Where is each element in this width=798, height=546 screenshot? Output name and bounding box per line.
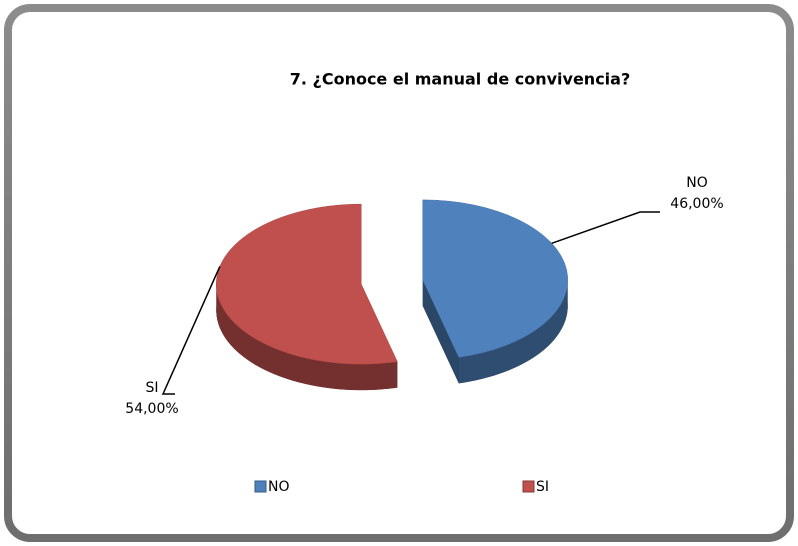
leader-line <box>161 266 221 395</box>
chart-title: 7. ¿Conoce el manual de convivencia? <box>290 70 630 89</box>
labels: NO 46,00% SI 54,00% NO SI <box>125 175 723 495</box>
category-label: NO <box>686 175 708 191</box>
slice <box>422 199 568 358</box>
pie <box>216 199 568 391</box>
leader-line <box>551 211 660 245</box>
category-label: SI <box>145 380 158 396</box>
slice-side <box>458 279 568 384</box>
legend-swatch <box>522 480 535 493</box>
legend-label: NO <box>268 479 290 495</box>
slice <box>216 203 398 365</box>
legend-label: SI <box>536 479 549 495</box>
slice-side <box>216 284 398 391</box>
legend-swatch <box>254 480 267 493</box>
slice-cut-face <box>422 279 459 384</box>
chart-frame <box>4 4 794 542</box>
value-label: 46,00% <box>670 196 723 212</box>
value-label: 54,00% <box>125 401 178 417</box>
